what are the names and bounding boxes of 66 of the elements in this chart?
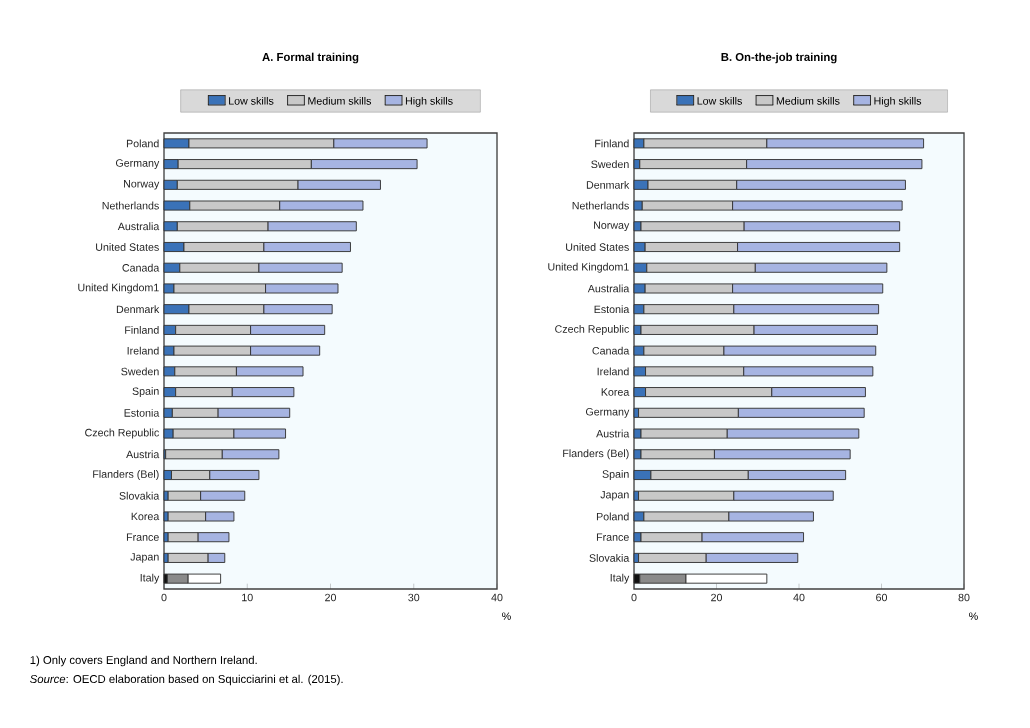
y-tick-label: Finland — [595, 139, 629, 148]
y-tick-label: Poland — [126, 139, 159, 148]
y-tick-label: Japan — [130, 553, 159, 563]
y-tick-label: Germany — [585, 407, 630, 418]
y-tick-label: Australia — [587, 284, 630, 293]
y-tick-label: Australia — [117, 222, 160, 231]
x-tick-label: 20 — [711, 593, 723, 602]
chart-title: B. On-the-job training — [721, 52, 837, 64]
x-tick-label: 80 — [958, 593, 970, 602]
y-tick-label: Estonia — [594, 305, 630, 314]
y-tick-label: Italy — [140, 573, 160, 584]
legend-label: Low skills — [229, 96, 274, 105]
x-tick-label: 20 — [325, 593, 337, 602]
y-tick-label: Italy — [610, 573, 630, 584]
y-tick-label: Norway — [124, 180, 160, 190]
y-tick-label: Austria — [596, 429, 630, 438]
x-tick-label: 10 — [242, 593, 253, 602]
legend-label: High skills — [874, 96, 922, 107]
y-tick-label: Germany — [115, 159, 160, 169]
y-tick-label: Czech Republic — [85, 428, 159, 439]
y-tick-label: Spain — [602, 470, 629, 480]
y-tick-label: United Kingdom1 — [78, 283, 159, 294]
y-tick-label: Austria — [126, 450, 160, 459]
y-tick-label: Ireland — [127, 346, 159, 355]
y-tick-label: Netherlands — [572, 201, 629, 210]
y-tick-label: Slovakia — [589, 553, 630, 562]
x-tick-label: 0 — [161, 593, 167, 602]
legend-label: Medium skills — [308, 96, 372, 105]
y-tick-label: Flanders (Bel) — [93, 470, 159, 480]
y-tick-label: United Kingdom1 — [548, 262, 629, 273]
x-tick-label: 60 — [876, 593, 888, 602]
y-tick-label: United States — [566, 243, 629, 251]
y-tick-label: Denmark — [116, 305, 160, 314]
y-tick-label: Sweden — [121, 367, 159, 376]
x-tick-label: 40 — [793, 593, 805, 602]
x-axis-title: % — [969, 612, 978, 620]
y-tick-label: Spain — [132, 387, 159, 398]
y-tick-label: Poland — [596, 512, 629, 521]
y-tick-label: Korea — [601, 388, 630, 396]
legend-label: Low skills — [697, 96, 742, 105]
legend-label: Medium skills — [776, 96, 840, 105]
y-tick-label: Canada — [592, 346, 630, 355]
x-tick-label: 0 — [631, 593, 637, 602]
legend-label: High skills — [405, 96, 453, 107]
y-tick-label: Ireland — [597, 367, 629, 376]
y-tick-label: Flanders (Bel) — [563, 449, 629, 460]
y-tick-label: Denmark — [586, 180, 630, 189]
y-tick-label: Sweden — [591, 160, 629, 169]
y-tick-label: Slovakia — [119, 491, 160, 500]
y-tick-label: Korea — [131, 512, 160, 521]
text: Source: OECD elaboration based on Squicciarini et al. (2015). — [30, 674, 343, 686]
y-tick-label: Netherlands — [102, 201, 159, 210]
x-axis-title: % — [502, 612, 511, 620]
y-tick-label: France — [596, 533, 629, 541]
x-tick-label: 40 — [491, 593, 503, 602]
x-tick-label: 30 — [408, 593, 420, 602]
y-tick-label: Norway — [594, 221, 630, 232]
y-tick-label: Estonia — [124, 408, 160, 417]
text: 1) Only covers England and Northern Ireland. — [30, 655, 257, 667]
y-tick-label: France — [126, 533, 159, 541]
y-tick-label: Japan — [600, 490, 629, 501]
y-tick-label: United States — [96, 243, 159, 251]
chart-title: A. Formal training — [262, 52, 359, 64]
y-tick-label: Czech Republic — [555, 324, 629, 335]
y-tick-label: Canada — [122, 263, 160, 272]
y-tick-label: Finland — [125, 325, 159, 334]
